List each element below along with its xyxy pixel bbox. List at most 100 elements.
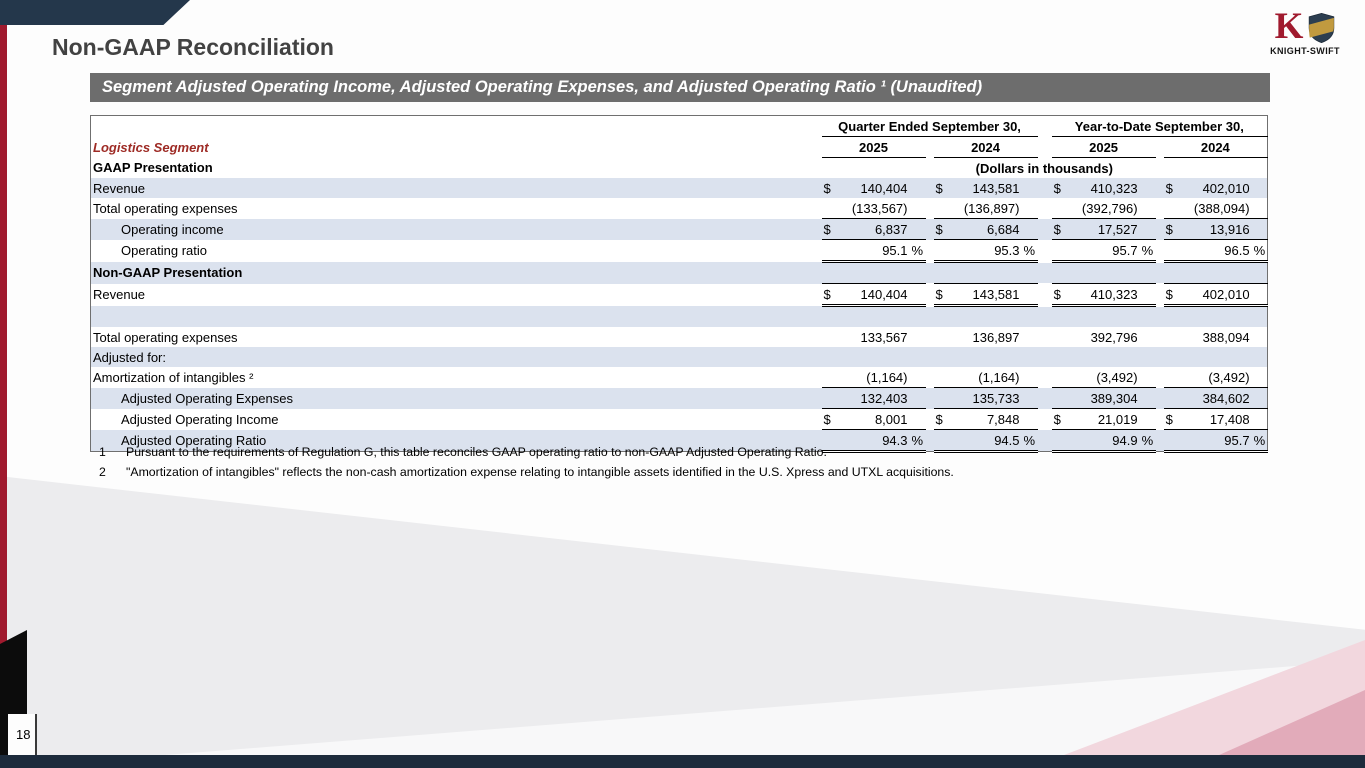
cell-value: 402,010 xyxy=(1202,180,1250,196)
footnote-text: Pursuant to the requirements of Regulati… xyxy=(126,445,827,459)
page-title: Non-GAAP Reconciliation xyxy=(52,34,334,60)
column-spacer xyxy=(926,409,934,430)
row-label: Operating income xyxy=(121,221,224,237)
cell-currency: $ xyxy=(821,218,840,240)
table-row: Revenue $140,404 $143,581 $410,323 $402,010 xyxy=(91,283,1268,307)
footnotes: 1 Pursuant to the requirements of Regula… xyxy=(99,445,1199,485)
cell-currency xyxy=(1052,198,1070,219)
cell-suffix xyxy=(909,283,926,307)
row-label: Adjusted Operating Ratio xyxy=(121,432,267,448)
column-spacer xyxy=(1038,327,1052,347)
column-spacer xyxy=(1156,198,1164,219)
cell-value: (388,094) xyxy=(1193,200,1250,216)
cell-value: 94.9 xyxy=(1069,429,1140,453)
header-blank-cell xyxy=(91,116,822,137)
cell-value: 143,581 xyxy=(951,283,1022,307)
cell-value: 95.7 xyxy=(1069,239,1140,263)
cell-value: 6,837 xyxy=(839,218,910,240)
cell-value: 392,796 xyxy=(1090,329,1138,345)
table-row: Operating ratio 95.1% 95.3% 95.7% 96.5% xyxy=(91,239,1268,263)
cell-value: 8,001 xyxy=(839,408,910,430)
cell-currency: $ xyxy=(1163,283,1182,307)
cell-currency xyxy=(1052,367,1070,388)
row-label: Total operating expenses xyxy=(93,200,238,216)
cell-currency xyxy=(1163,429,1182,453)
table-row: Adjusted for: xyxy=(90,347,1268,367)
cell-suffix xyxy=(909,408,926,430)
cell-currency: $ xyxy=(823,180,831,196)
cell-currency: $ xyxy=(933,218,952,240)
cell-currency: $ xyxy=(821,283,840,307)
cell-value: 140,404 xyxy=(839,283,910,307)
bottom-navy-bar xyxy=(0,755,1365,768)
cell-suffix xyxy=(910,327,926,347)
left-red-strip xyxy=(0,0,7,768)
cell-value: 94.5 xyxy=(951,429,1022,453)
row-label: Total operating expenses xyxy=(93,329,238,345)
column-spacer xyxy=(1038,137,1052,158)
table-row: Adjusted Operating Expenses 132,403 135,73… xyxy=(90,387,1268,409)
cell-value: 140,404 xyxy=(860,180,908,196)
column-spacer xyxy=(1156,367,1164,388)
knight-k-icon: K xyxy=(1274,5,1304,47)
cell-value: 410,323 xyxy=(1069,283,1140,307)
table-header: Quarter Ended September 30, Year-to-Date… xyxy=(91,115,1268,179)
row-label: Adjusted Operating Income xyxy=(121,411,279,427)
cell-currency xyxy=(1164,327,1182,347)
column-spacer xyxy=(1156,219,1164,240)
cell-currency xyxy=(1164,367,1182,388)
cell-suffix: % xyxy=(1251,239,1268,263)
swift-shield-icon xyxy=(1309,13,1335,43)
cell-currency xyxy=(822,198,840,219)
row-label: Adjusted for: xyxy=(93,349,166,365)
cell-currency: $ xyxy=(1051,218,1070,240)
column-spacer xyxy=(1038,240,1052,262)
cell-suffix xyxy=(909,387,926,409)
cell-value: (133,567) xyxy=(851,200,908,216)
cell-value: 402,010 xyxy=(1181,283,1252,307)
cell-suffix xyxy=(910,367,926,388)
cell-currency xyxy=(933,429,952,453)
cell-value: 21,019 xyxy=(1069,408,1140,430)
cell-currency xyxy=(1051,387,1070,409)
cell-value: 389,304 xyxy=(1069,387,1140,409)
cell-value: 95.1 xyxy=(839,239,910,263)
column-spacer xyxy=(926,284,934,306)
footnote-number: 2 xyxy=(99,464,106,479)
cell-suffix xyxy=(1252,198,1268,219)
cell-value: (3,492) xyxy=(1208,369,1250,385)
footnote-number: 1 xyxy=(99,445,106,459)
column-spacer xyxy=(1038,116,1052,137)
column-spacer xyxy=(1156,327,1164,347)
cell-suffix xyxy=(1140,327,1156,347)
row-label: Non-GAAP Presentation xyxy=(93,265,243,280)
column-spacer xyxy=(926,327,934,347)
cell-currency xyxy=(933,239,952,263)
cell-currency xyxy=(934,367,952,388)
page-number-box: 18 xyxy=(8,714,37,755)
cell-value: (1,164) xyxy=(978,369,1020,385)
top-left-navy-shape xyxy=(0,0,190,25)
row-label: Revenue xyxy=(93,287,146,302)
cell-value: 135,733 xyxy=(951,387,1022,409)
cell-currency xyxy=(822,327,840,347)
cell-suffix xyxy=(1021,387,1038,409)
cell-currency xyxy=(1163,387,1182,409)
cell-suffix: % xyxy=(1251,429,1268,453)
table-row xyxy=(90,305,1268,327)
column-spacer xyxy=(926,178,934,198)
column-spacer xyxy=(1156,137,1164,158)
column-spacer xyxy=(1038,409,1052,430)
column-spacer xyxy=(1038,367,1052,388)
cell-currency: $ xyxy=(933,408,952,430)
year-header: 2024 xyxy=(1163,136,1268,158)
cell-currency: $ xyxy=(935,180,943,196)
cell-suffix xyxy=(1021,218,1038,240)
column-spacer xyxy=(1038,219,1052,240)
year-header: 2025 xyxy=(821,136,926,158)
cell-currency xyxy=(1163,239,1182,263)
cell-value: 17,408 xyxy=(1181,408,1252,430)
cell-value: 132,403 xyxy=(839,387,910,409)
cell-suffix xyxy=(1140,178,1156,198)
cell-value: 410,323 xyxy=(1090,180,1138,196)
